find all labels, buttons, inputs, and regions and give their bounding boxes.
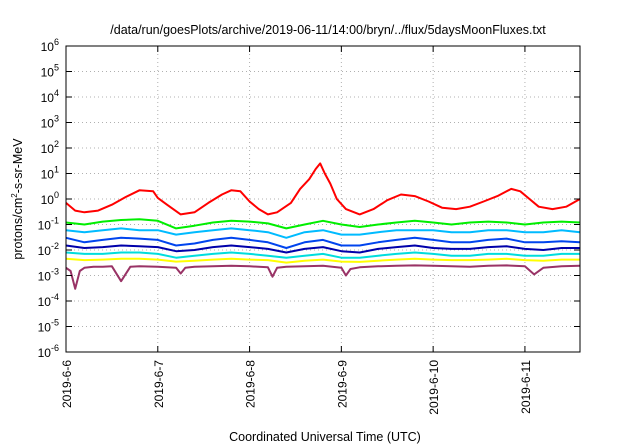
y-tick-label: 10-3 — [38, 267, 59, 284]
grid-lines — [66, 46, 580, 352]
series-line-7 — [65, 264, 581, 290]
y-tick-label: 104 — [41, 88, 59, 105]
series-line-2 — [65, 227, 581, 239]
y-tick-label: 10-5 — [38, 318, 59, 335]
y-tick-label: 105 — [41, 63, 59, 80]
y-tick-label: 102 — [41, 139, 59, 156]
series-line-1 — [65, 218, 581, 230]
y-tick-label: 106 — [41, 37, 59, 54]
y-axis-label-rest: -s-sr-MeV — [11, 138, 25, 194]
series-line-6 — [65, 257, 580, 264]
x-tick-label: 2019-6-10 — [427, 360, 441, 415]
y-tick-label: 10-2 — [38, 241, 59, 258]
series-group — [65, 162, 581, 290]
y-tick-label: 103 — [41, 114, 59, 131]
y-axis-label-base: protons/cm — [11, 198, 25, 260]
y-tick-label: 10-1 — [38, 216, 59, 233]
series-line-4 — [65, 244, 580, 254]
y-axis-ticks: 10-6 10-5 10-4 10-3 10-2 10-1 100 101 102 103 104 1… — [38, 37, 580, 360]
chart-title: /data/run/goesPlots/archive/2019-06-11/1… — [110, 23, 546, 37]
x-tick-label: 2019-6-6 — [60, 360, 74, 408]
y-tick-label: 101 — [41, 165, 59, 182]
series-line-5 — [65, 251, 580, 259]
x-tick-label: 2019-6-11 — [519, 360, 533, 414]
series-line-3 — [65, 236, 581, 249]
x-tick-label: 2019-6-9 — [335, 360, 349, 408]
x-tick-label: 2019-6-8 — [244, 360, 258, 408]
y-axis-label-sup: 2 — [10, 193, 19, 198]
x-tick-label: 2019-6-7 — [152, 360, 166, 408]
y-tick-label: 100 — [41, 190, 59, 207]
series-line-0 — [65, 162, 581, 216]
x-axis-ticks: 2019-6-6 2019-6-7 2019-6-8 2019-6-9 2019-6-1… — [60, 46, 533, 415]
y-tick-label: 10-6 — [38, 343, 59, 360]
x-axis-label: Coordinated Universal Time (UTC) — [229, 430, 421, 444]
y-axis-label: protons/cm2-s-sr-MeV — [10, 138, 25, 260]
y-tick-label: 10-4 — [38, 292, 59, 309]
